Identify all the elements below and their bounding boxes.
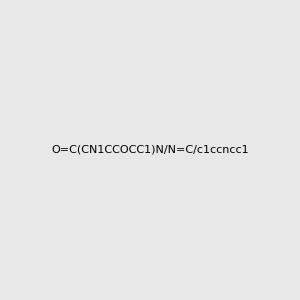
- Text: O=C(CN1CCOCC1)N/N=C/c1ccncc1: O=C(CN1CCOCC1)N/N=C/c1ccncc1: [51, 145, 249, 155]
